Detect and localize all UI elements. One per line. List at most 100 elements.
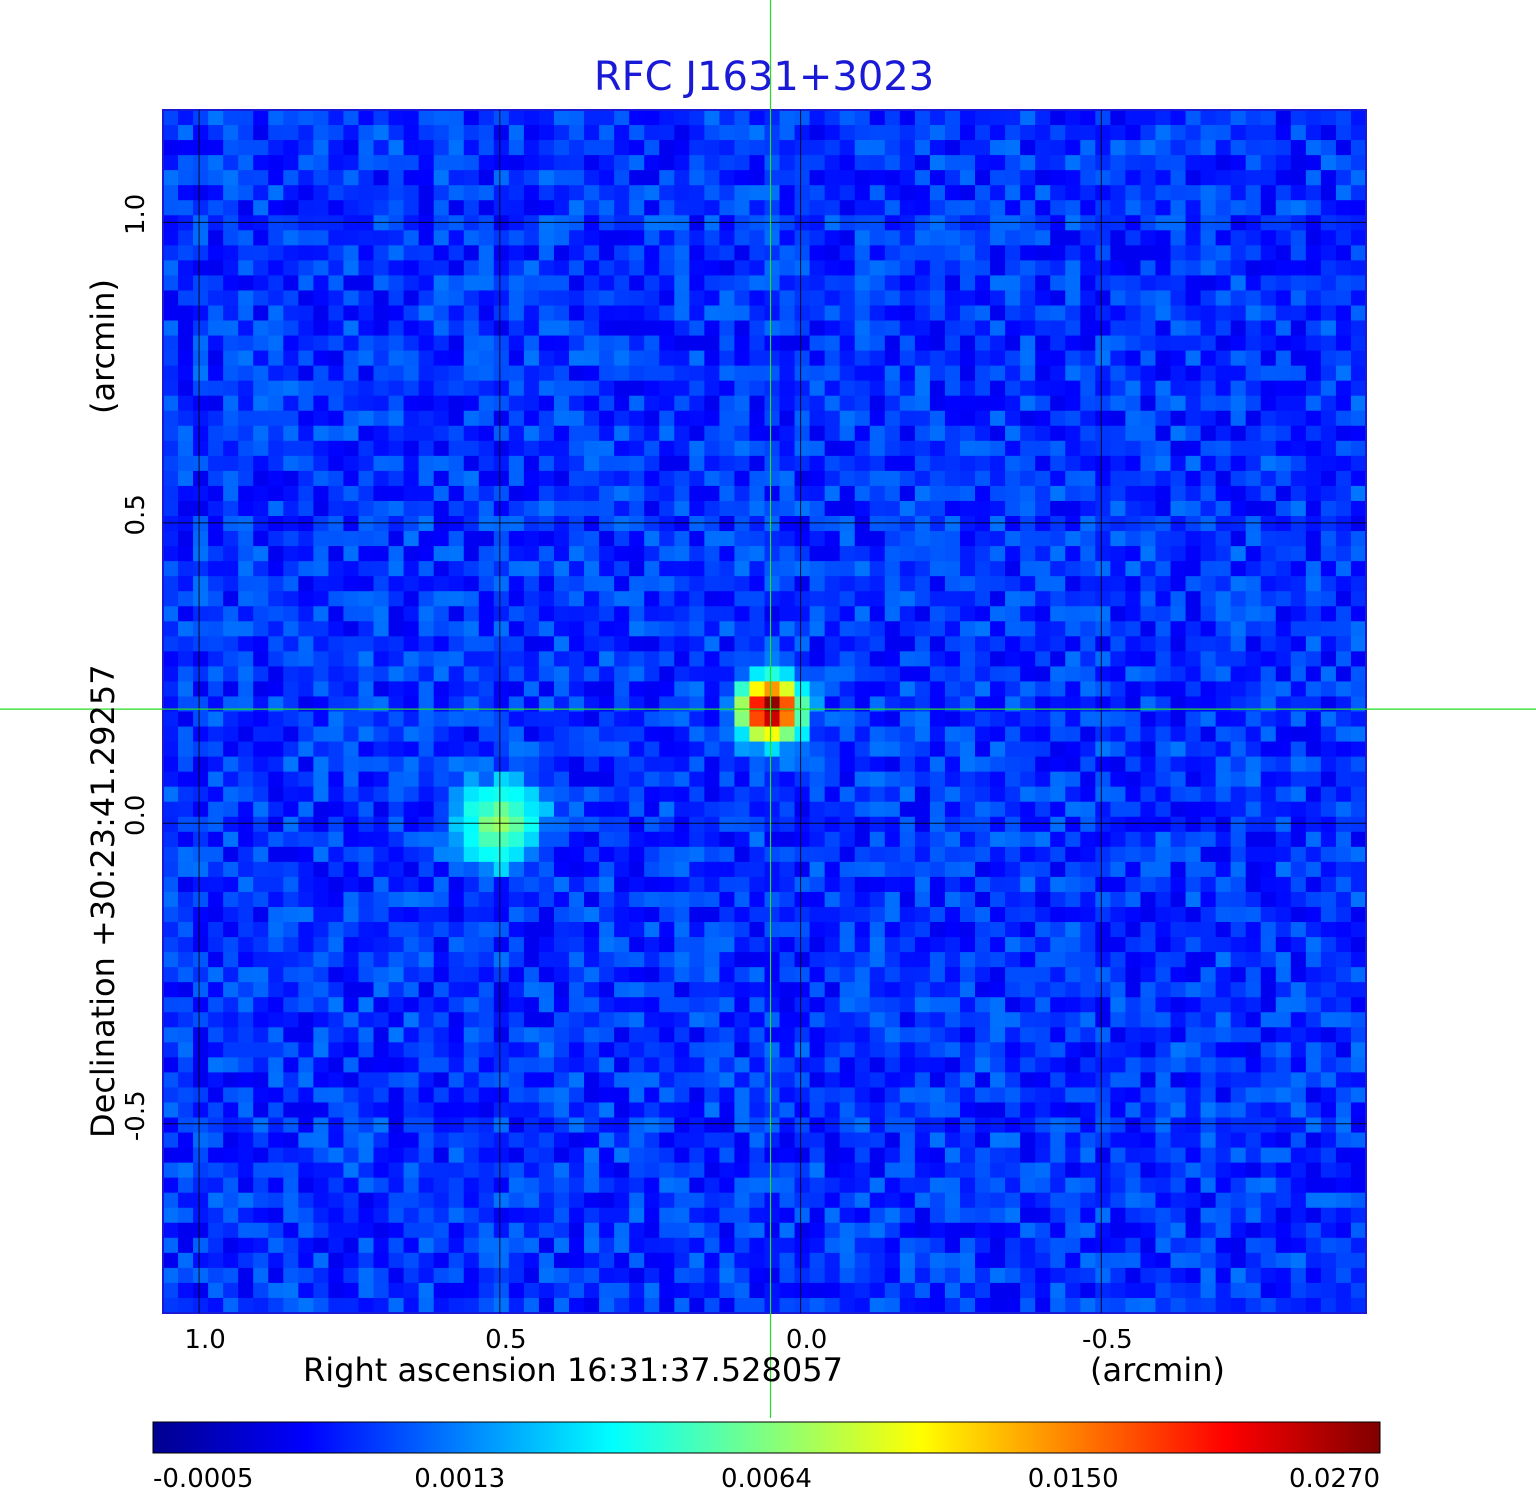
heatmap-cell <box>373 922 390 938</box>
heatmap-cell <box>1230 260 1247 277</box>
heatmap-cell <box>493 741 510 758</box>
heatmap-cell <box>1020 110 1036 126</box>
heatmap-cell <box>869 500 886 517</box>
heatmap-cell <box>1200 485 1217 502</box>
heatmap-cell <box>433 681 450 698</box>
heatmap-cell <box>1200 1012 1217 1028</box>
heatmap-cell <box>178 275 194 292</box>
heatmap-cell <box>1065 200 1081 216</box>
heatmap-cell <box>1305 906 1322 923</box>
heatmap-cell <box>854 861 871 878</box>
heatmap-cell <box>1320 741 1337 758</box>
heatmap-cell <box>1110 846 1126 863</box>
heatmap-cell <box>358 816 375 833</box>
heatmap-cell <box>193 170 209 186</box>
heatmap-cell <box>1230 155 1247 171</box>
heatmap-cell <box>1275 591 1292 607</box>
heatmap-cell <box>839 651 856 667</box>
heatmap-cell <box>959 125 976 141</box>
heatmap-cell <box>914 230 931 246</box>
heatmap-cell <box>1110 922 1126 938</box>
heatmap-cell <box>719 275 736 292</box>
heatmap-cell <box>809 531 826 547</box>
heatmap-cell <box>644 110 660 126</box>
heatmap-cell <box>1155 606 1172 622</box>
heatmap-cell <box>283 350 299 367</box>
heatmap-cell <box>599 1012 615 1028</box>
heatmap-cell <box>328 861 345 878</box>
heatmap-cell <box>193 155 209 171</box>
heatmap-cell <box>1335 561 1352 577</box>
heatmap-cell <box>824 185 841 201</box>
heatmap-cell <box>1125 485 1142 502</box>
heatmap-cell <box>1155 290 1172 307</box>
heatmap-cell <box>1065 561 1081 577</box>
heatmap-cell <box>538 215 555 231</box>
heatmap-cell <box>1320 380 1337 397</box>
heatmap-cell <box>1020 906 1036 923</box>
heatmap-cell <box>944 711 961 728</box>
heatmap-cell <box>809 380 826 397</box>
heatmap-cell <box>659 155 675 171</box>
heatmap-cell <box>839 922 856 938</box>
heatmap-cell <box>1080 230 1096 246</box>
heatmap-cell <box>599 350 615 367</box>
heatmap-cell <box>959 831 976 848</box>
heatmap-cell <box>659 531 675 547</box>
heatmap-cell <box>508 891 525 908</box>
heatmap-cell <box>388 245 405 261</box>
heatmap-cell <box>283 305 299 322</box>
heatmap-cell <box>1125 380 1142 397</box>
heatmap-cell <box>719 410 736 427</box>
heatmap-cell <box>1185 756 1202 773</box>
heatmap-cell <box>1320 230 1337 246</box>
heatmap-cell <box>463 485 480 502</box>
heatmap-cell <box>659 816 675 833</box>
heatmap-cell <box>538 410 555 427</box>
heatmap-cell <box>959 185 976 201</box>
heatmap-cell <box>1185 621 1202 637</box>
heatmap-cell <box>809 440 826 457</box>
heatmap-cell <box>1305 831 1322 848</box>
heatmap-cell <box>478 816 495 833</box>
heatmap-cell <box>1350 546 1367 562</box>
heatmap-cell <box>538 756 555 773</box>
heatmap-cell <box>914 365 931 382</box>
heatmap-cell <box>599 335 615 352</box>
heatmap-cell <box>448 200 465 216</box>
heatmap-cell <box>1275 831 1292 848</box>
heatmap-cell <box>719 621 736 637</box>
heatmap-cell <box>764 726 781 743</box>
heatmap-cell <box>1020 200 1036 216</box>
heatmap-cell <box>1065 290 1081 307</box>
heatmap-cell <box>268 380 284 397</box>
heatmap-cell <box>448 922 465 938</box>
heatmap-cell <box>809 876 826 893</box>
heatmap-cell <box>734 937 751 953</box>
heatmap-cell <box>448 215 465 231</box>
heatmap-cell <box>1275 861 1292 878</box>
heatmap-cell <box>433 230 450 246</box>
heatmap-cell <box>674 516 690 532</box>
heatmap-cell <box>1230 771 1247 788</box>
heatmap-cell <box>403 380 420 397</box>
heatmap-cell <box>283 651 299 667</box>
heatmap-cell <box>809 1012 826 1028</box>
heatmap-cell <box>1335 125 1352 141</box>
heatmap-cell <box>238 696 254 713</box>
heatmap-cell <box>854 741 871 758</box>
heatmap-cell <box>674 290 690 307</box>
heatmap-cell <box>388 681 405 698</box>
heatmap-cell <box>749 576 766 592</box>
heatmap-cell <box>584 110 600 126</box>
heatmap-cell <box>1260 937 1277 953</box>
heatmap-cell <box>1020 711 1036 728</box>
heatmap-cell <box>178 636 194 652</box>
heatmap-cell <box>1050 576 1066 592</box>
heatmap-cell <box>1200 410 1217 427</box>
heatmap-cell <box>553 380 570 397</box>
heatmap-cell <box>358 726 375 743</box>
heatmap-cell <box>1035 245 1051 261</box>
heatmap-cell <box>478 546 495 562</box>
heatmap-cell <box>163 546 179 562</box>
